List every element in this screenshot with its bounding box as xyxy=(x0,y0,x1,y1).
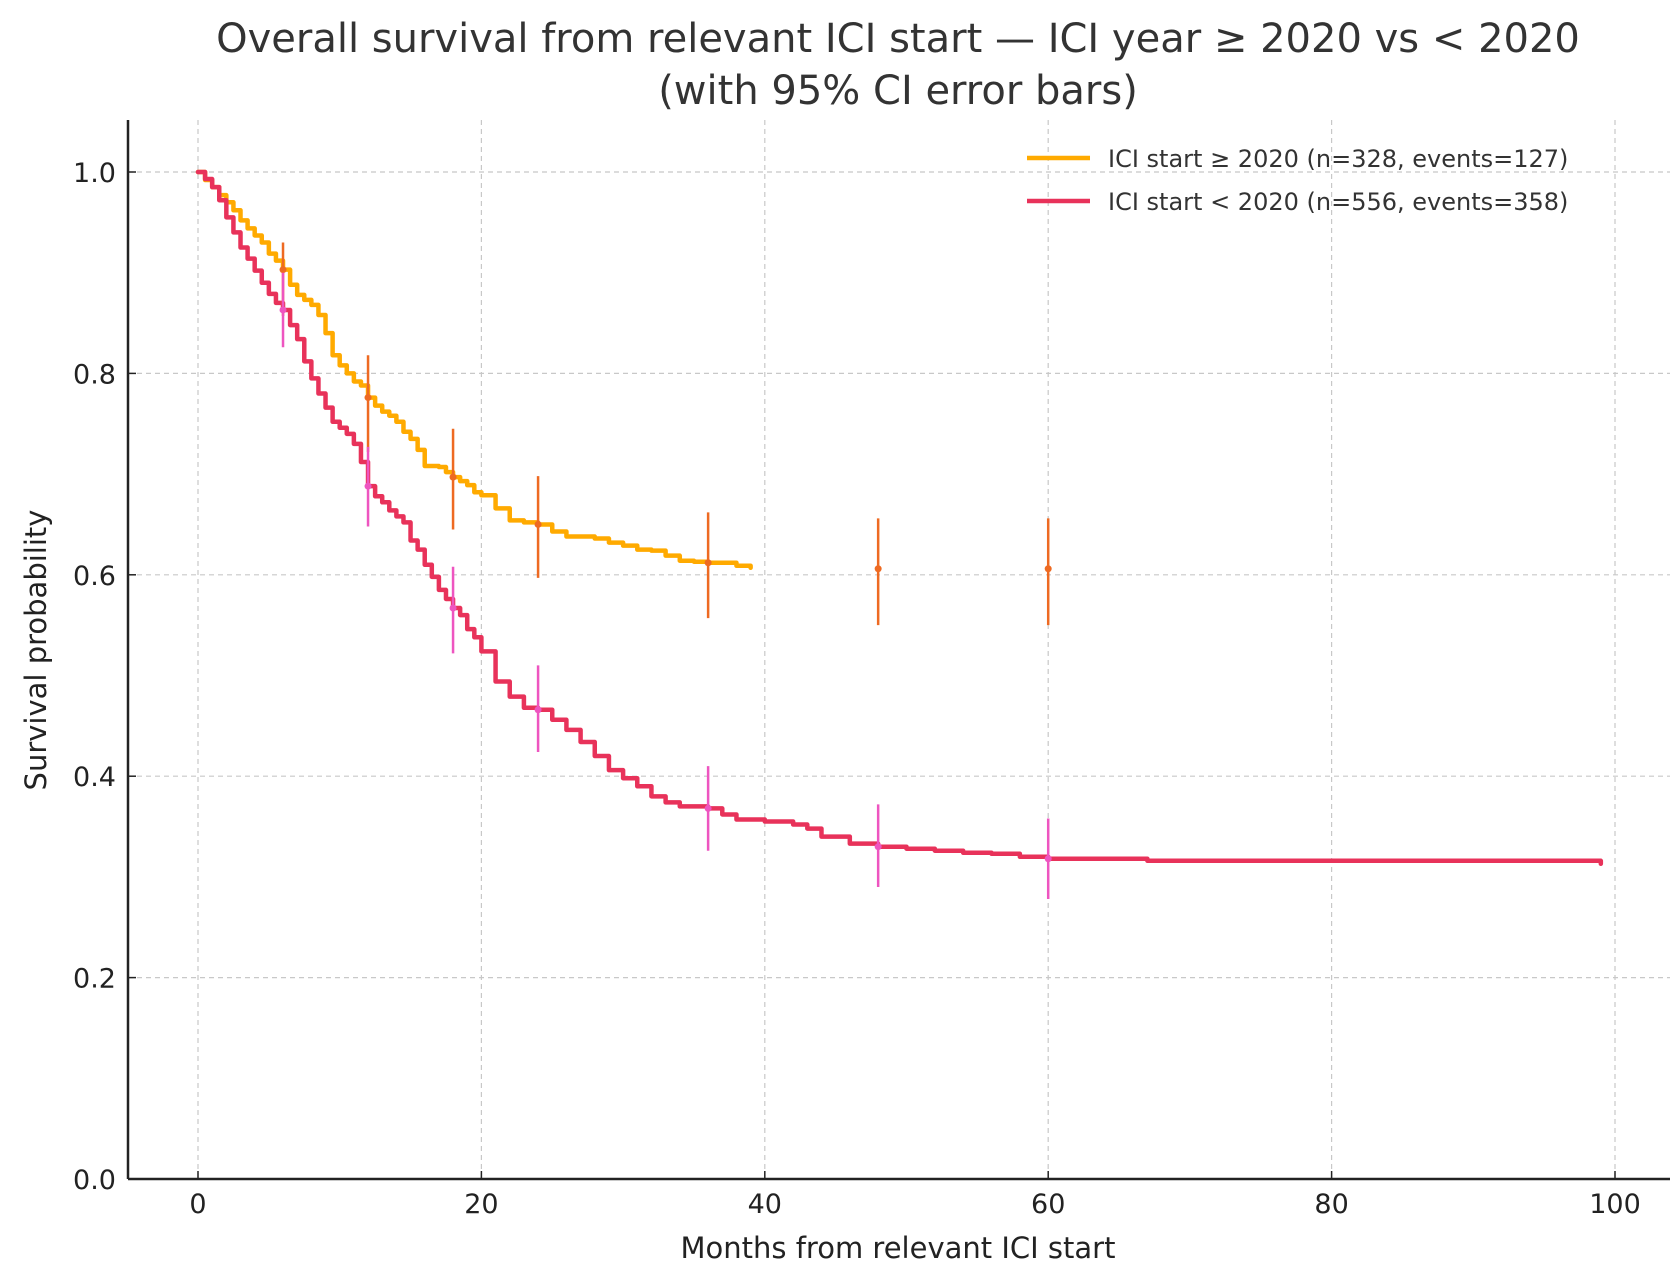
x-tick-label: 100 xyxy=(1589,1189,1641,1220)
y-axis-label: Survival probability xyxy=(19,510,53,791)
ci-point-marker xyxy=(704,804,712,812)
survival-curve-ge2020 xyxy=(195,169,753,571)
y-tick-label: 0.2 xyxy=(73,964,116,995)
gridlines xyxy=(128,120,1670,1179)
y-tick-label: 0.8 xyxy=(73,359,116,390)
errorbar-layer xyxy=(279,242,1052,900)
ci-point-marker xyxy=(704,559,712,567)
chart-subtitle: (with 95% CI error bars) xyxy=(658,68,1138,114)
ci-point-marker xyxy=(364,482,372,490)
ci-point-marker xyxy=(534,520,542,528)
chart-title: Overall survival from relevant ICI start… xyxy=(216,16,1580,62)
ci-point-marker xyxy=(1044,855,1052,863)
x-tick-label: 60 xyxy=(1031,1189,1065,1220)
ci-point-marker xyxy=(874,565,882,573)
legend-label-lt2020: ICI start < 2020 (n=556, events=358) xyxy=(1108,188,1568,216)
y-tick-label: 0.4 xyxy=(73,762,116,793)
legend: ICI start ≥ 2020 (n=328, events=127) ICI… xyxy=(1027,145,1568,216)
survival-curve-lt2020 xyxy=(195,169,1604,867)
ci-point-marker xyxy=(449,473,457,481)
x-axis-ticks: 0 20 40 60 80 100 xyxy=(189,1171,1641,1220)
y-tick-label: 0.0 xyxy=(73,1165,116,1196)
ci-point-marker xyxy=(449,604,457,612)
x-tick-label: 40 xyxy=(748,1189,782,1220)
ci-point-marker xyxy=(279,266,287,274)
y-tick-label: 1.0 xyxy=(73,158,116,189)
x-axis-label: Months from relevant ICI start xyxy=(681,1231,1116,1265)
ci-point-marker xyxy=(874,843,882,851)
legend-label-ge2020: ICI start ≥ 2020 (n=328, events=127) xyxy=(1108,145,1568,173)
ci-point-marker xyxy=(279,306,287,314)
y-axis-ticks: 0.0 0.2 0.4 0.6 0.8 1.0 xyxy=(73,158,136,1196)
y-tick-label: 0.6 xyxy=(73,561,116,592)
series-layer xyxy=(195,169,1604,867)
x-tick-label: 20 xyxy=(464,1189,498,1220)
ci-point-marker xyxy=(1044,565,1052,573)
x-tick-label: 0 xyxy=(189,1189,206,1220)
ci-point-marker xyxy=(364,394,372,402)
x-tick-label: 80 xyxy=(1314,1189,1348,1220)
ci-point-marker xyxy=(534,706,542,714)
